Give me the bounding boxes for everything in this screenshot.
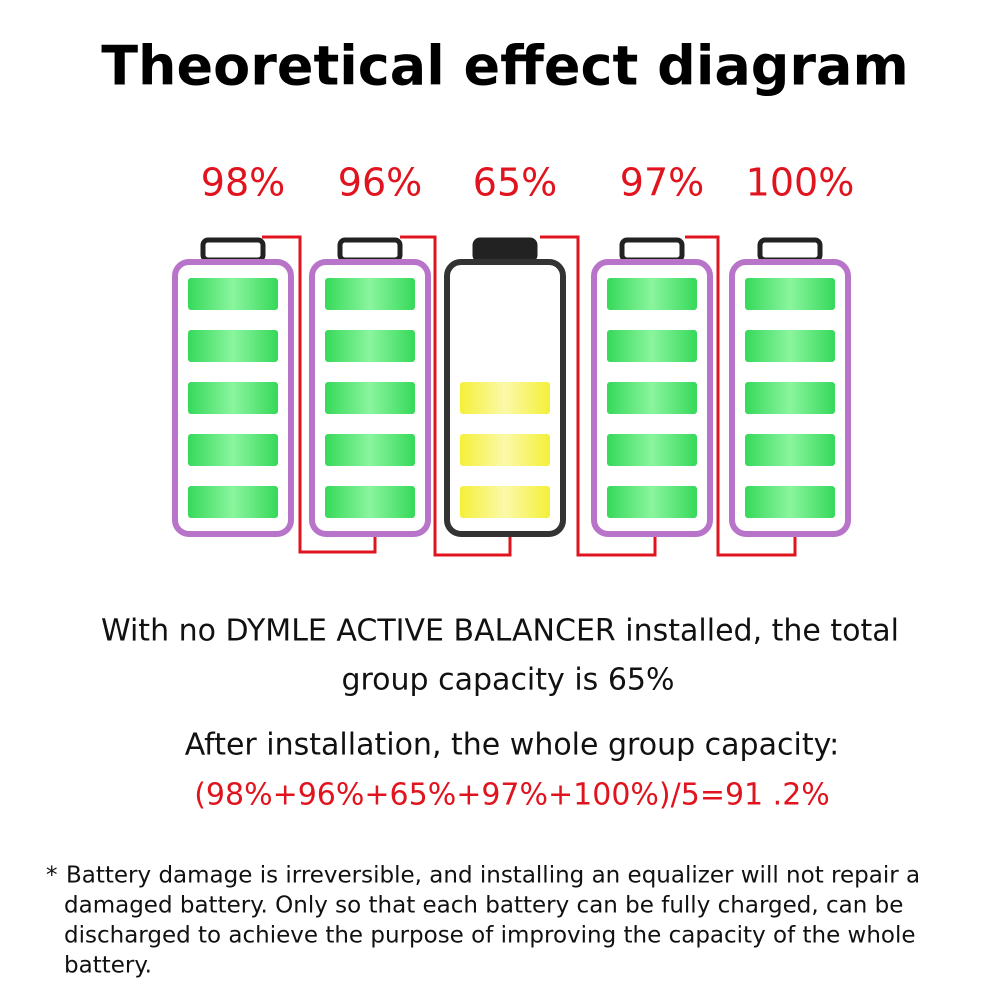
battery-cap [757,237,823,263]
charge-bar [745,434,835,466]
description-line: With no DYMLE ACTIVE BALANCER installed,… [101,614,899,649]
wire [540,235,657,557]
battery-label: 96% [338,161,422,205]
charge-bar [745,486,835,518]
battery-cap [200,237,266,263]
battery: 65% [444,161,566,537]
charge-bar [607,434,697,466]
wire [685,235,797,557]
battery-label: 98% [201,161,285,205]
battery-label: 65% [473,161,557,205]
footnote-line: battery. [64,953,152,979]
charge-bar [745,330,835,362]
charge-bar [188,434,278,466]
charge-bar [188,486,278,518]
wire [262,235,377,554]
title: Theoretical effect diagram [101,35,909,98]
charge-bar [325,278,415,310]
charge-bar [460,434,550,466]
charge-bar [607,278,697,310]
wire [400,235,512,557]
batteries: 98% 96% 65% 97% 100% [172,161,855,537]
charge-bar [745,382,835,414]
charge-bar [325,382,415,414]
charge-bar [188,330,278,362]
charge-bar [607,330,697,362]
battery-cap [472,237,538,263]
battery-cap [619,237,685,263]
charge-bar [745,278,835,310]
wires [262,235,797,557]
charge-bar [607,486,697,518]
footnote-line: damaged battery. Only so that each batte… [64,893,903,919]
charge-bar [325,330,415,362]
battery: 100% [729,161,855,537]
battery-cap [337,237,403,263]
charge-bar [188,278,278,310]
battery-label: 100% [746,161,855,205]
footnote-line: discharged to achieve the purpose of imp… [64,923,916,949]
charge-bar [460,486,550,518]
battery: 96% [309,161,431,537]
footnote-line: Battery damage is irreversible, and inst… [66,863,920,889]
charge-bar [188,382,278,414]
after-text: After installation, the whole group capa… [185,728,840,763]
charge-bar [460,382,550,414]
charge-bar [325,434,415,466]
charge-bar [325,486,415,518]
battery: 97% [591,161,713,537]
battery: 98% [172,161,294,537]
formula: (98%+96%+65%+97%+100%)/5=91 .2% [194,778,830,813]
description-line: group capacity is 65% [341,663,674,698]
battery-label: 97% [620,161,704,205]
charge-bar [607,382,697,414]
footnote-marker: * [46,863,58,889]
